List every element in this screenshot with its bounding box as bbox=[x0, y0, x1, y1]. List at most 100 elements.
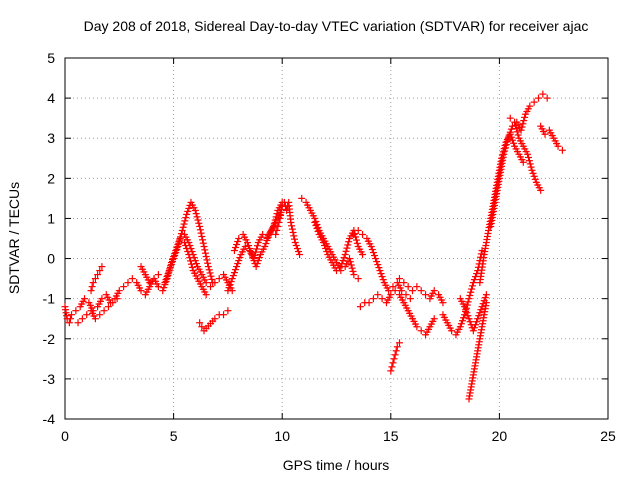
data-point bbox=[189, 251, 197, 259]
data-point bbox=[298, 194, 306, 202]
data-point bbox=[88, 283, 96, 291]
data-point bbox=[539, 90, 547, 98]
data-point bbox=[187, 245, 195, 253]
data-point bbox=[314, 227, 322, 235]
data-point bbox=[195, 219, 203, 227]
data-point bbox=[352, 236, 360, 244]
data-point bbox=[179, 223, 187, 231]
data-point bbox=[413, 323, 421, 331]
data-point bbox=[350, 271, 358, 279]
series-sat-j bbox=[272, 198, 304, 259]
data-point bbox=[236, 254, 244, 262]
data-point bbox=[461, 303, 469, 311]
plot-frame bbox=[64, 57, 609, 420]
data-point bbox=[170, 255, 178, 263]
data-point bbox=[124, 279, 132, 287]
data-point bbox=[530, 98, 538, 106]
data-point bbox=[466, 291, 474, 299]
data-point bbox=[172, 249, 180, 257]
data-point bbox=[201, 246, 209, 254]
data-point bbox=[273, 226, 281, 234]
data-point bbox=[534, 94, 542, 102]
y-tick-label: -4 bbox=[43, 411, 56, 427]
data-point bbox=[375, 264, 383, 272]
data-point bbox=[198, 232, 206, 240]
data-point bbox=[323, 248, 331, 256]
data-point bbox=[354, 226, 362, 234]
data-point bbox=[233, 263, 241, 271]
data-point bbox=[98, 295, 106, 303]
y-tick-label: 1 bbox=[47, 210, 55, 226]
data-point bbox=[201, 249, 209, 257]
data-point bbox=[177, 230, 185, 238]
x-tick-label: 20 bbox=[492, 428, 508, 444]
data-point bbox=[402, 291, 410, 299]
data-point bbox=[173, 246, 181, 254]
data-point bbox=[343, 244, 351, 252]
data-point bbox=[387, 367, 395, 375]
data-point bbox=[520, 117, 528, 125]
data-point bbox=[290, 232, 298, 240]
data-point bbox=[481, 294, 489, 302]
data-point bbox=[184, 207, 192, 215]
data-point bbox=[501, 144, 509, 152]
data-point bbox=[202, 291, 210, 299]
data-point bbox=[227, 278, 235, 286]
series-sat-s bbox=[465, 299, 490, 403]
data-point bbox=[387, 291, 395, 299]
data-point bbox=[389, 283, 397, 291]
data-point bbox=[185, 239, 193, 247]
data-point bbox=[511, 121, 519, 129]
data-point bbox=[65, 319, 73, 327]
data-point bbox=[519, 120, 527, 128]
data-point bbox=[526, 102, 534, 110]
data-point bbox=[477, 306, 485, 314]
data-point bbox=[291, 235, 299, 243]
data-point bbox=[175, 239, 183, 247]
data-point bbox=[350, 230, 358, 238]
data-point bbox=[346, 255, 354, 263]
data-point bbox=[202, 253, 210, 261]
data-point bbox=[89, 279, 97, 287]
data-point bbox=[395, 339, 403, 347]
series-sat-b bbox=[74, 295, 121, 327]
y-tick-label: 2 bbox=[47, 170, 55, 186]
data-point bbox=[235, 257, 243, 265]
data-point bbox=[338, 260, 346, 268]
data-point bbox=[506, 128, 514, 136]
series-sat-k bbox=[298, 194, 362, 283]
data-point bbox=[371, 252, 379, 260]
data-point bbox=[167, 261, 175, 269]
data-point bbox=[368, 246, 376, 254]
series-sat-n bbox=[356, 287, 438, 339]
data-point bbox=[273, 210, 281, 218]
data-point bbox=[400, 279, 408, 287]
data-point bbox=[530, 172, 538, 180]
data-point bbox=[359, 230, 367, 238]
data-point bbox=[187, 260, 195, 268]
data-point bbox=[204, 259, 212, 267]
data-point bbox=[465, 295, 473, 303]
data-point bbox=[312, 221, 320, 229]
data-point bbox=[388, 363, 396, 371]
data-point bbox=[207, 283, 215, 291]
series-sat-f bbox=[176, 230, 236, 295]
series-sat-e bbox=[161, 198, 217, 287]
data-point bbox=[248, 251, 256, 259]
data-point bbox=[207, 272, 215, 280]
x-tick-label: 0 bbox=[61, 428, 69, 444]
data-point bbox=[224, 307, 232, 315]
data-point bbox=[378, 295, 386, 303]
data-point bbox=[348, 264, 356, 272]
data-point bbox=[511, 118, 519, 126]
data-point bbox=[169, 258, 177, 266]
data-point bbox=[374, 261, 382, 269]
data-point bbox=[513, 128, 521, 136]
data-point bbox=[470, 324, 478, 332]
data-point bbox=[409, 287, 417, 295]
data-point bbox=[464, 298, 472, 306]
data-point bbox=[196, 226, 204, 234]
data-point bbox=[211, 315, 219, 323]
data-point bbox=[413, 283, 421, 291]
